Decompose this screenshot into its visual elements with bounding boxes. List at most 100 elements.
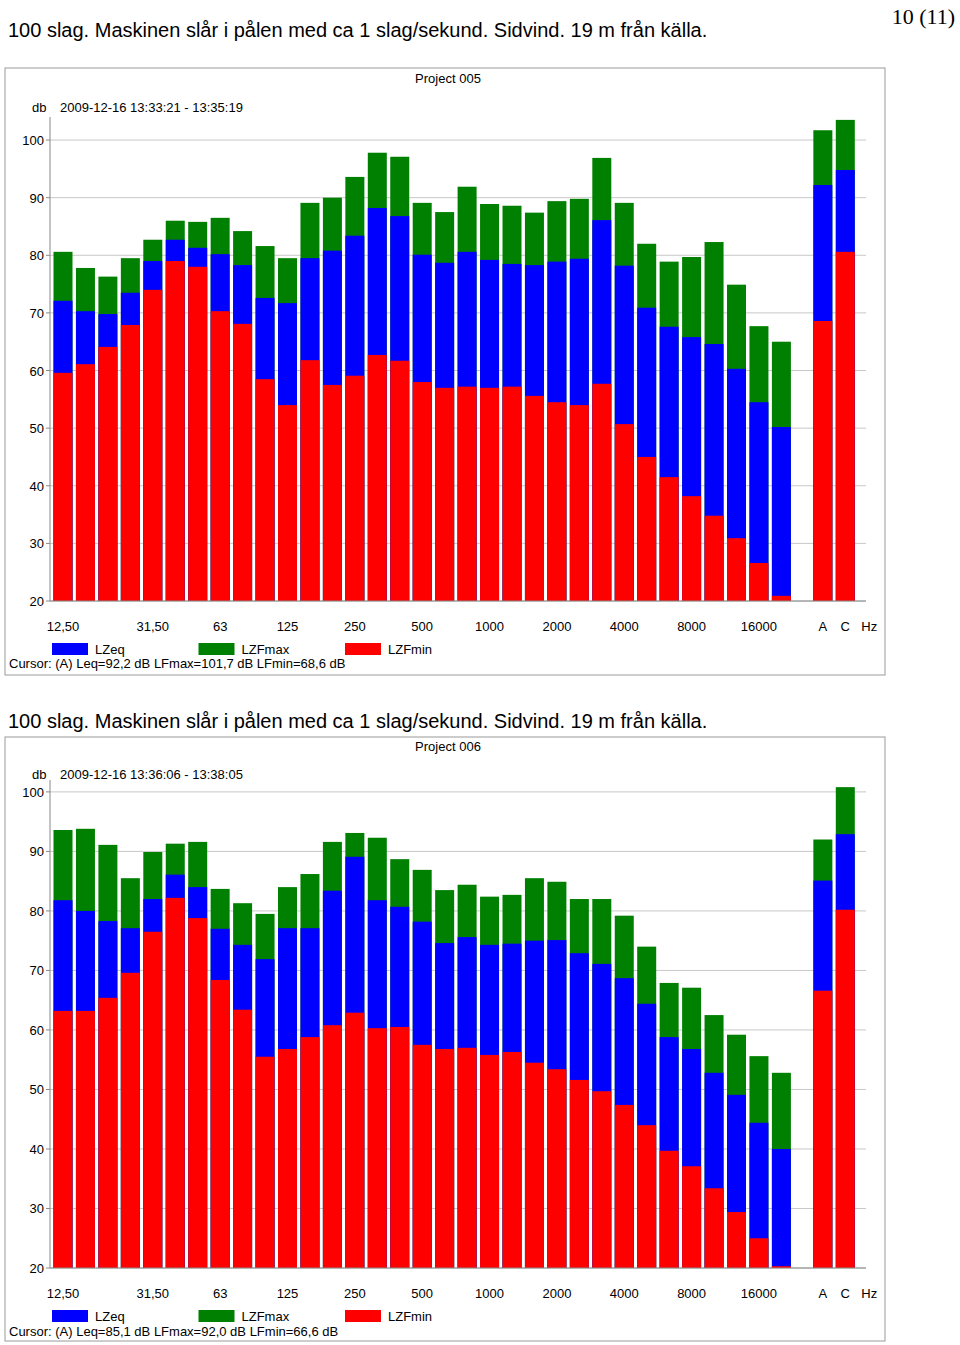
bar: [615, 266, 634, 601]
bar: [772, 1073, 791, 1268]
x-axis-line: [50, 601, 866, 602]
bar: [503, 1052, 522, 1268]
y-tick: [46, 791, 50, 792]
bar: [660, 262, 679, 601]
bar: [300, 874, 319, 1268]
x-tick-label: C: [841, 1286, 850, 1301]
bar: [772, 427, 791, 601]
bar: [435, 890, 454, 1268]
bar: [345, 376, 364, 601]
x-tick-label: C: [841, 619, 850, 634]
page-number: 10 (11): [892, 4, 955, 29]
bar: [503, 387, 522, 601]
y-axis-line: [50, 117, 51, 601]
bar: [525, 878, 544, 1268]
bar: [570, 199, 589, 601]
bar: [54, 1011, 73, 1268]
y-tick-label: 20: [30, 1261, 44, 1276]
bar: [166, 875, 185, 1268]
bar: [211, 254, 230, 601]
bar: [836, 120, 855, 601]
y-tick-label: 50: [30, 421, 44, 436]
y-tick: [46, 1208, 50, 1209]
bar: [772, 596, 791, 601]
x-tick-label: 2000: [542, 1286, 571, 1301]
y-tick-label: 30: [30, 1201, 44, 1216]
bar: [345, 857, 364, 1268]
bar: [660, 327, 679, 601]
y-tick-label: 60: [30, 1023, 44, 1038]
bar: [547, 201, 566, 601]
bar: [211, 889, 230, 1268]
x-tick-label: 125: [277, 1286, 299, 1301]
bar: [705, 1015, 724, 1268]
bar: [143, 932, 162, 1268]
bar: [166, 221, 185, 601]
bar: [592, 1091, 611, 1268]
x-tick-label: 125: [277, 619, 299, 634]
bar: [143, 261, 162, 601]
bar: [525, 1063, 544, 1268]
bar: [76, 364, 95, 601]
y-tick-label: 100: [22, 133, 44, 148]
bar: [458, 187, 477, 601]
x-tick-label: 31,50: [137, 619, 170, 634]
bar: [615, 1105, 634, 1268]
bar: [76, 311, 95, 601]
bar: [615, 424, 634, 601]
bar: [727, 369, 746, 601]
bar: [435, 1049, 454, 1268]
x-tick-label: 250: [344, 1286, 366, 1301]
bar: [503, 944, 522, 1268]
bar: [233, 231, 252, 601]
bar: [211, 929, 230, 1268]
chart-title: Project 006: [415, 739, 481, 754]
bar: [836, 170, 855, 601]
legend-label: LZeq: [95, 1309, 125, 1324]
x-tick-label: 12,50: [47, 619, 80, 634]
bar: [76, 911, 95, 1268]
bar: [458, 1048, 477, 1268]
y-tick: [46, 970, 50, 971]
bar: [368, 208, 387, 601]
bar: [278, 928, 297, 1268]
bar: [233, 903, 252, 1268]
x-tick-label: 4000: [610, 1286, 639, 1301]
bar: [727, 285, 746, 601]
bar: [300, 258, 319, 601]
legend-swatch: [199, 643, 235, 655]
bar: [682, 337, 701, 601]
bar: [749, 326, 768, 601]
bar: [256, 959, 275, 1268]
chart-title: Project 005: [415, 71, 481, 86]
bar: [682, 257, 701, 601]
bar: [323, 198, 342, 601]
bar: [166, 844, 185, 1268]
y-axis-label: db: [32, 767, 46, 782]
legend-swatch: [345, 1310, 381, 1322]
x-tick-label: 250: [344, 619, 366, 634]
y-tick: [46, 1268, 50, 1269]
bar: [143, 852, 162, 1268]
x-tick-label: 4000: [610, 619, 639, 634]
bar: [682, 496, 701, 601]
bar: [323, 842, 342, 1268]
bar: [727, 538, 746, 601]
bar: [637, 1004, 656, 1268]
bar: [547, 262, 566, 601]
bar: [813, 991, 832, 1268]
y-tick: [46, 910, 50, 911]
grid-line: [50, 601, 866, 602]
bar: [368, 355, 387, 601]
bar: [503, 895, 522, 1268]
chart-frame: [5, 737, 885, 1341]
bar: [121, 928, 140, 1268]
x-axis-label: Hz: [861, 1286, 877, 1301]
bar: [836, 910, 855, 1268]
bar: [660, 983, 679, 1268]
chart-frame: [5, 68, 885, 675]
legend-label: LZFmax: [242, 1309, 290, 1324]
bar: [705, 1073, 724, 1268]
bar: [233, 265, 252, 601]
bar: [480, 1055, 499, 1268]
